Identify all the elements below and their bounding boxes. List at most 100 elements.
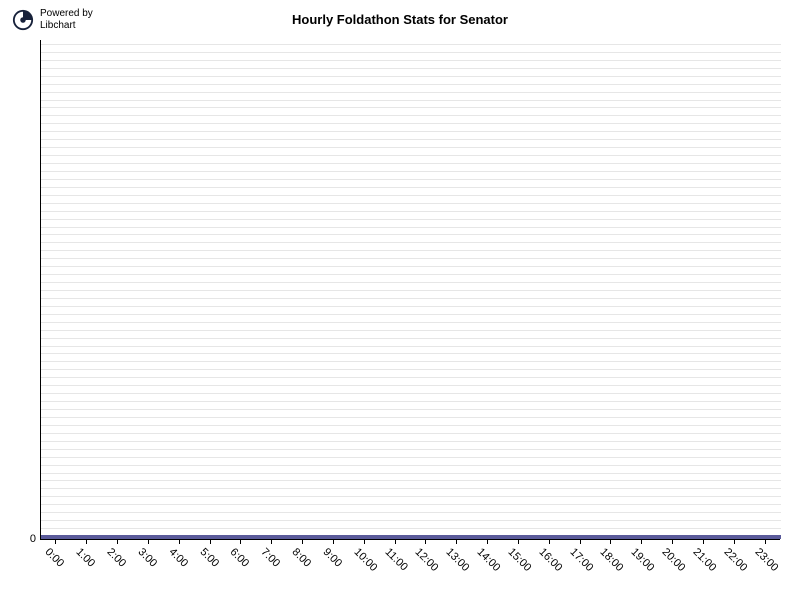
x-tick-mark <box>364 540 365 544</box>
gridline <box>41 385 781 386</box>
gridline <box>41 187 781 188</box>
gridline <box>41 76 781 77</box>
x-tick-label: 0:00 <box>43 546 67 570</box>
gridline <box>41 44 781 45</box>
x-tick-label: 13:00 <box>444 546 472 574</box>
x-tick-label: 19:00 <box>629 546 657 574</box>
y-tick-label: 0 <box>6 533 36 545</box>
x-tick-label: 12:00 <box>413 546 441 574</box>
x-tick-mark <box>734 540 735 544</box>
gridline <box>41 433 781 434</box>
x-tick-mark <box>456 540 457 544</box>
x-tick-mark <box>610 540 611 544</box>
gridline <box>41 155 781 156</box>
gridline <box>41 322 781 323</box>
gridline <box>41 266 781 267</box>
plot-area-wrap <box>40 40 780 540</box>
x-tick-label: 17:00 <box>567 546 595 574</box>
gridline <box>41 346 781 347</box>
x-tick-mark <box>641 540 642 544</box>
gridline <box>41 393 781 394</box>
gridline <box>41 92 781 93</box>
gridline <box>41 179 781 180</box>
gridline <box>41 306 781 307</box>
gridline <box>41 369 781 370</box>
x-tick-mark <box>55 540 56 544</box>
gridline <box>41 409 781 410</box>
gridline <box>41 361 781 362</box>
x-tick-mark <box>487 540 488 544</box>
gridline <box>41 417 781 418</box>
base-bar <box>41 535 781 539</box>
x-tick-label: 8:00 <box>290 546 314 570</box>
x-tick-label: 16:00 <box>536 546 564 574</box>
x-tick-label: 22:00 <box>721 546 749 574</box>
x-tick-mark <box>86 540 87 544</box>
gridline <box>41 330 781 331</box>
gridline <box>41 171 781 172</box>
x-tick-mark <box>580 540 581 544</box>
gridline <box>41 163 781 164</box>
x-tick-label: 23:00 <box>752 546 780 574</box>
gridline <box>41 234 781 235</box>
x-tick-label: 2:00 <box>105 546 129 570</box>
gridline <box>41 425 781 426</box>
plot-area <box>40 40 780 540</box>
x-tick-label: 18:00 <box>598 546 626 574</box>
gridline <box>41 250 781 251</box>
gridline <box>41 441 781 442</box>
x-tick-label: 9:00 <box>320 546 344 570</box>
gridline <box>41 353 781 354</box>
gridline <box>41 139 781 140</box>
gridline <box>41 211 781 212</box>
gridline <box>41 496 781 497</box>
x-tick-mark <box>271 540 272 544</box>
x-tick-mark <box>518 540 519 544</box>
x-tick-mark <box>765 540 766 544</box>
gridline <box>41 488 781 489</box>
gridline <box>41 68 781 69</box>
gridline <box>41 282 781 283</box>
gridline <box>41 520 781 521</box>
x-tick-label: 10:00 <box>351 546 379 574</box>
x-tick-label: 15:00 <box>505 546 533 574</box>
x-tick-label: 21:00 <box>690 546 718 574</box>
gridline <box>41 242 781 243</box>
gridline <box>41 52 781 53</box>
x-tick-mark <box>240 540 241 544</box>
x-tick-mark <box>672 540 673 544</box>
gridline <box>41 100 781 101</box>
gridline <box>41 465 781 466</box>
x-tick-mark <box>333 540 334 544</box>
x-tick-mark <box>117 540 118 544</box>
x-tick-mark <box>425 540 426 544</box>
gridline <box>41 504 781 505</box>
x-tick-label: 3:00 <box>135 546 159 570</box>
x-tick-mark <box>148 540 149 544</box>
x-tick-mark <box>703 540 704 544</box>
gridline <box>41 512 781 513</box>
gridline <box>41 84 781 85</box>
x-tick-mark <box>210 540 211 544</box>
gridline <box>41 115 781 116</box>
x-tick-label: 6:00 <box>228 546 252 570</box>
x-tick-label: 5:00 <box>197 546 221 570</box>
gridline <box>41 195 781 196</box>
x-tick-label: 11:00 <box>382 546 409 573</box>
gridline <box>41 480 781 481</box>
x-tick-label: 14:00 <box>475 546 503 574</box>
gridline <box>41 298 781 299</box>
gridline <box>41 147 781 148</box>
gridline <box>41 449 781 450</box>
chart-container: Powered by Libchart Hourly Foldathon Sta… <box>0 0 800 600</box>
gridline <box>41 131 781 132</box>
gridlines <box>41 40 781 540</box>
x-tick-mark <box>549 540 550 544</box>
gridline <box>41 274 781 275</box>
gridline <box>41 60 781 61</box>
x-tick-mark <box>179 540 180 544</box>
gridline <box>41 227 781 228</box>
gridline <box>41 338 781 339</box>
gridline <box>41 377 781 378</box>
gridline <box>41 528 781 529</box>
